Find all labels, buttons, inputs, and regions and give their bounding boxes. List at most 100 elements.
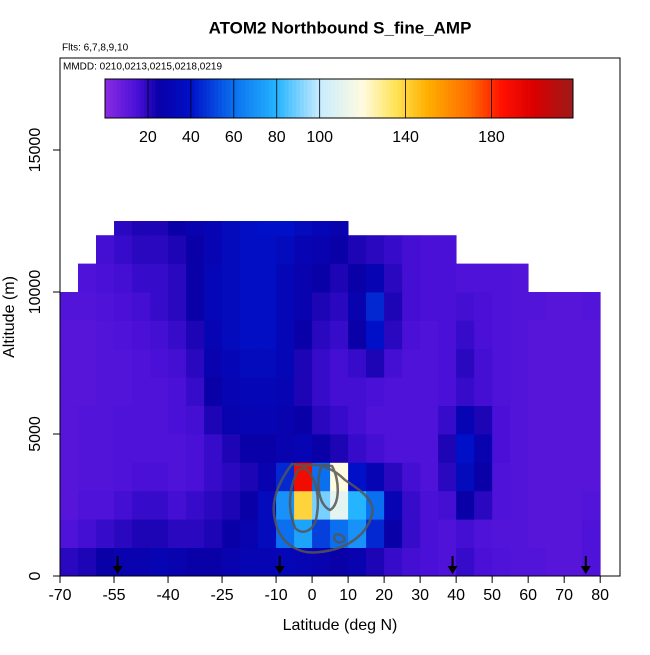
heatmap-cell — [402, 547, 421, 577]
heatmap-cell — [420, 547, 439, 577]
heatmap-cell — [186, 235, 205, 265]
colorbar-swatch — [120, 79, 125, 118]
colorbar-swatch — [194, 79, 200, 118]
heatmap-cell — [294, 235, 313, 265]
heatmap-cell — [96, 405, 115, 435]
colorbar-swatch — [296, 79, 301, 118]
heatmap-cell — [474, 519, 493, 549]
heatmap-cell — [330, 235, 349, 265]
y-tick-label: 5000 — [27, 416, 44, 452]
colorbar-swatch — [518, 79, 523, 118]
heatmap-cell — [60, 292, 79, 321]
x-tick-label: -10 — [265, 587, 288, 604]
colorbar-swatch — [440, 79, 445, 118]
heatmap-cell — [186, 320, 205, 350]
heatmap-cell — [150, 348, 169, 378]
heatmap-cell — [456, 434, 475, 463]
colorbar-tick-label: 100 — [306, 129, 333, 146]
colorbar-swatch — [315, 79, 320, 118]
contour — [272, 462, 374, 554]
colorbar-swatch — [374, 79, 379, 118]
colorbar-swatch — [288, 79, 293, 118]
heatmap-cell — [168, 292, 187, 321]
heatmap-cell — [294, 292, 313, 321]
colorbar-swatch — [420, 79, 426, 118]
y-axis-label: Altitude (m) — [1, 276, 18, 358]
heatmap-cell — [474, 547, 493, 577]
x-tick-label: 60 — [519, 587, 537, 604]
heatmap-cell — [114, 519, 133, 549]
heatmap-cell — [546, 490, 565, 520]
heatmap-cell — [402, 434, 421, 463]
heatmap-cell — [312, 292, 331, 321]
heatmap-cell — [348, 292, 367, 321]
heatmap-cell — [78, 547, 97, 577]
heatmap-cell — [564, 320, 583, 350]
heatmap-cell — [132, 292, 151, 321]
heatmap-cell — [276, 519, 295, 549]
colorbar-swatch — [487, 79, 492, 118]
heatmap-cell — [474, 434, 493, 463]
heatmap-cell — [258, 490, 277, 520]
heatmap-cell — [114, 221, 133, 236]
colorbar-swatch — [144, 79, 149, 118]
colorbar-swatch — [132, 79, 137, 118]
heatmap-cell — [564, 348, 583, 378]
heatmap-cell — [150, 434, 169, 463]
heatmap-cell — [132, 377, 151, 407]
heatmap-cell — [510, 519, 529, 549]
heatmap-cell — [438, 292, 457, 321]
heatmap-cell — [132, 320, 151, 350]
colorbar-swatch — [498, 79, 504, 118]
heatmap-cell — [150, 292, 169, 321]
colorbar-swatch — [506, 79, 512, 118]
heatmap-cell — [132, 405, 151, 435]
heatmap-cell — [258, 348, 277, 378]
heatmap-cell — [168, 547, 187, 577]
x-tick-label: 10 — [339, 587, 357, 604]
heatmap-cell — [186, 377, 205, 407]
heatmap-cell — [276, 434, 295, 463]
colorbar-swatch — [389, 79, 395, 118]
heatmap-cell — [258, 221, 277, 236]
heatmap-cell — [582, 348, 601, 378]
colorbar-swatch — [171, 79, 176, 118]
heatmap-cell — [330, 377, 349, 407]
heatmap-cell — [96, 377, 115, 407]
heatmap-cell — [546, 547, 565, 577]
heatmap-cell — [564, 490, 583, 520]
colorbar-swatch — [459, 79, 465, 118]
heatmap-cell — [114, 405, 133, 435]
heatmap-cell — [204, 405, 223, 435]
heatmap-cell — [420, 348, 439, 378]
colorbar-swatch — [393, 79, 398, 118]
heatmap-cell — [510, 320, 529, 350]
heatmap-cell — [60, 377, 79, 407]
flight-marker-head — [274, 566, 285, 574]
heatmap-cell — [312, 405, 331, 435]
colorbar-swatch — [198, 79, 203, 118]
heatmap-cell — [528, 490, 547, 520]
heatmap-cell — [240, 405, 259, 435]
heatmap-cell — [348, 263, 367, 293]
heatmap-cell — [312, 490, 331, 520]
heatmap-cell — [528, 462, 547, 492]
colorbar-swatch — [522, 79, 527, 118]
colorbar-swatch — [502, 79, 508, 118]
colorbar-swatch — [350, 79, 356, 118]
heatmap-cell — [294, 490, 313, 520]
heatmap-cell — [96, 235, 115, 265]
heatmap-cell — [276, 377, 295, 407]
heatmap-cell — [492, 434, 511, 463]
heatmap-cell — [348, 405, 367, 435]
colorbar-swatch — [268, 79, 274, 118]
colorbar-swatch — [475, 79, 480, 118]
heatmap-cell — [168, 221, 187, 236]
heatmap-cell — [294, 263, 313, 293]
heatmap-cell — [564, 405, 583, 435]
heatmap-cell — [546, 377, 565, 407]
colorbar-tick-label: 20 — [139, 129, 157, 146]
heatmap-cell — [438, 235, 457, 265]
heatmap-cell — [528, 519, 547, 549]
heatmap-cell — [222, 292, 241, 321]
